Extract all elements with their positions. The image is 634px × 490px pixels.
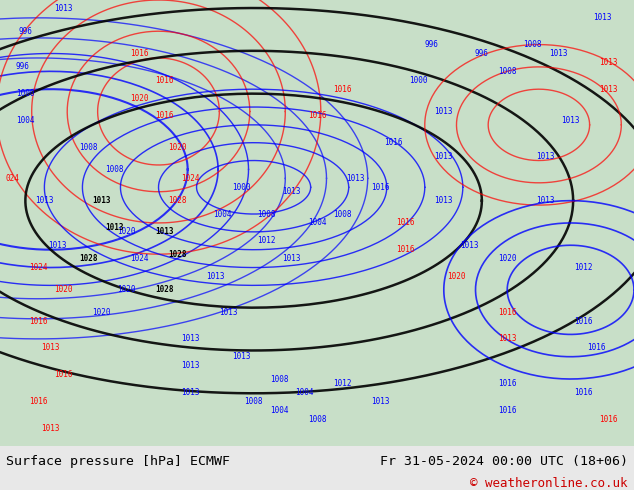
Text: 1004: 1004 bbox=[295, 388, 314, 397]
Text: 1020: 1020 bbox=[130, 94, 149, 102]
Text: 1028: 1028 bbox=[168, 250, 187, 259]
Text: 1013: 1013 bbox=[206, 272, 225, 281]
Text: 1016: 1016 bbox=[130, 49, 149, 58]
Text: 1013: 1013 bbox=[434, 196, 453, 205]
Text: 1013: 1013 bbox=[346, 174, 365, 183]
Text: 1020: 1020 bbox=[168, 143, 187, 151]
Text: 1013: 1013 bbox=[593, 13, 612, 23]
Text: 1016: 1016 bbox=[498, 406, 517, 415]
Text: 1020: 1020 bbox=[117, 285, 136, 294]
Text: 1020: 1020 bbox=[54, 285, 73, 294]
Text: 1013: 1013 bbox=[181, 334, 200, 343]
Text: 1013: 1013 bbox=[41, 343, 60, 352]
Text: 1008: 1008 bbox=[498, 67, 517, 76]
Text: 1013: 1013 bbox=[371, 397, 390, 406]
Text: 1013: 1013 bbox=[536, 151, 555, 161]
Text: 1013: 1013 bbox=[231, 352, 250, 361]
Text: 1013: 1013 bbox=[434, 107, 453, 116]
Text: 1016: 1016 bbox=[396, 219, 415, 227]
Text: 1016: 1016 bbox=[574, 317, 593, 325]
Text: 1000: 1000 bbox=[409, 76, 428, 85]
Text: 1024: 1024 bbox=[29, 263, 48, 272]
Text: 1004: 1004 bbox=[307, 219, 327, 227]
Text: 1008: 1008 bbox=[244, 397, 263, 406]
Text: 1013: 1013 bbox=[434, 151, 453, 161]
Text: 1016: 1016 bbox=[586, 343, 605, 352]
Text: 1012: 1012 bbox=[333, 379, 352, 388]
Text: 1000: 1000 bbox=[16, 89, 35, 98]
Text: 1016: 1016 bbox=[371, 183, 390, 192]
Text: 024: 024 bbox=[6, 174, 20, 183]
Text: Surface pressure [hPa] ECMWF: Surface pressure [hPa] ECMWF bbox=[6, 455, 230, 468]
Text: 1028: 1028 bbox=[79, 254, 98, 263]
Text: 1012: 1012 bbox=[574, 263, 593, 272]
Text: 1024: 1024 bbox=[130, 254, 149, 263]
Text: 1004: 1004 bbox=[16, 116, 35, 125]
Text: 1013: 1013 bbox=[155, 227, 174, 236]
Text: 1013: 1013 bbox=[460, 241, 479, 250]
Text: 1020: 1020 bbox=[447, 272, 466, 281]
Text: 1024: 1024 bbox=[181, 174, 200, 183]
Text: 1016: 1016 bbox=[54, 370, 73, 379]
Text: 1013: 1013 bbox=[41, 423, 60, 433]
Text: 1013: 1013 bbox=[599, 58, 618, 67]
Text: 1016: 1016 bbox=[29, 397, 48, 406]
Text: 1016: 1016 bbox=[155, 76, 174, 85]
Text: 1013: 1013 bbox=[48, 241, 67, 250]
Text: 1028: 1028 bbox=[155, 285, 174, 294]
Text: 1028: 1028 bbox=[168, 196, 187, 205]
Text: © weatheronline.co.uk: © weatheronline.co.uk bbox=[470, 477, 628, 490]
Text: 1013: 1013 bbox=[561, 116, 580, 125]
Text: 1020: 1020 bbox=[92, 308, 111, 317]
Text: 1013: 1013 bbox=[282, 187, 301, 196]
Text: 1016: 1016 bbox=[498, 308, 517, 317]
Text: 1016: 1016 bbox=[307, 111, 327, 121]
Text: 1016: 1016 bbox=[29, 317, 48, 325]
Text: 996: 996 bbox=[424, 40, 438, 49]
Text: 1013: 1013 bbox=[548, 49, 567, 58]
Text: 1008: 1008 bbox=[105, 165, 124, 174]
Text: 1016: 1016 bbox=[333, 85, 352, 94]
Text: 1016: 1016 bbox=[574, 388, 593, 397]
Text: 1008: 1008 bbox=[257, 210, 276, 219]
Text: 1013: 1013 bbox=[92, 196, 111, 205]
Text: 1013: 1013 bbox=[105, 223, 124, 232]
Text: 1012: 1012 bbox=[257, 236, 276, 245]
Text: 1008: 1008 bbox=[79, 143, 98, 151]
Text: 1016: 1016 bbox=[498, 379, 517, 388]
Text: 1020: 1020 bbox=[117, 227, 136, 236]
Text: 1008: 1008 bbox=[307, 415, 327, 424]
Text: 1000: 1000 bbox=[231, 183, 250, 192]
Text: 1004: 1004 bbox=[212, 210, 231, 219]
Text: 996: 996 bbox=[15, 62, 29, 72]
Text: 1013: 1013 bbox=[536, 196, 555, 205]
Text: 1016: 1016 bbox=[396, 245, 415, 254]
Text: 1013: 1013 bbox=[35, 196, 54, 205]
Text: 1008: 1008 bbox=[523, 40, 542, 49]
Text: 996: 996 bbox=[475, 49, 489, 58]
Text: 1016: 1016 bbox=[155, 111, 174, 121]
Text: 1013: 1013 bbox=[599, 85, 618, 94]
Text: 1008: 1008 bbox=[333, 210, 352, 219]
Text: 1016: 1016 bbox=[384, 138, 403, 147]
Text: 1013: 1013 bbox=[181, 361, 200, 370]
Text: 1013: 1013 bbox=[219, 308, 238, 317]
Text: 1013: 1013 bbox=[181, 388, 200, 397]
Text: 1004: 1004 bbox=[269, 406, 288, 415]
Text: 1013: 1013 bbox=[498, 334, 517, 343]
Text: 1008: 1008 bbox=[269, 374, 288, 384]
Text: 1016: 1016 bbox=[599, 415, 618, 424]
Text: 1020: 1020 bbox=[498, 254, 517, 263]
Text: 1013: 1013 bbox=[54, 4, 73, 13]
Text: 1013: 1013 bbox=[282, 254, 301, 263]
Text: 996: 996 bbox=[18, 27, 32, 36]
Text: Fr 31-05-2024 00:00 UTC (18+06): Fr 31-05-2024 00:00 UTC (18+06) bbox=[380, 455, 628, 468]
